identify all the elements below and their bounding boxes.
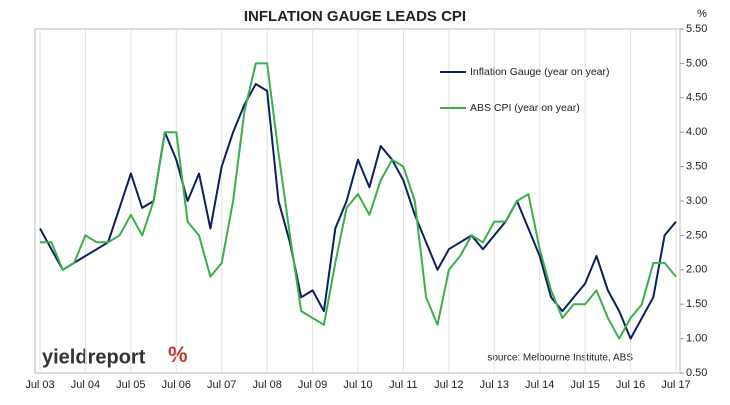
y-tick-label: 5.00 (686, 57, 707, 69)
y-tick-label: 4.00 (686, 126, 707, 138)
x-tick-label: Jul 08 (252, 379, 281, 391)
x-tick-label: Jul 10 (343, 379, 372, 391)
chart-title: INFLATION GAUGE LEADS CPI (244, 8, 466, 25)
y-tick-label: 1.50 (686, 298, 707, 310)
series-line (40, 62, 677, 340)
x-tick-label: Jul 17 (661, 379, 690, 391)
x-tick-label: Jul 15 (570, 379, 599, 391)
legend-label: ABS CPI (year on year) (470, 102, 580, 114)
x-tick-label: Jul 11 (389, 379, 418, 391)
y-tick-label: 1.00 (686, 333, 707, 345)
x-tick-label: Jul 09 (298, 379, 327, 391)
y-tick-label: 2.50 (686, 229, 707, 241)
y-tick-label: 4.50 (686, 92, 707, 104)
x-tick-label: Jul 03 (25, 379, 54, 391)
x-tick-label: Jul 14 (525, 379, 554, 391)
y-unit: % (697, 8, 707, 20)
series-line (39, 83, 677, 340)
y-tick-label: 0.50 (686, 367, 707, 379)
logo: yieldreport (42, 346, 146, 368)
legend-label: Inflation Gauge (year on year) (470, 66, 610, 78)
x-tick-label: Jul 12 (434, 379, 463, 391)
y-tick-label: 3.50 (686, 161, 707, 173)
y-tick-label: 5.50 (686, 23, 707, 35)
x-tick-label: Jul 04 (71, 379, 100, 391)
x-tick-label: Jul 07 (207, 379, 236, 391)
y-tick-label: 3.00 (686, 195, 707, 207)
source: source: Melbourne Institute, ABS (487, 353, 633, 364)
x-tick-label: Jul 16 (616, 379, 645, 391)
y-tick-label: 2.00 (686, 264, 707, 276)
x-tick-label: Jul 05 (116, 379, 145, 391)
logo-mark: % (168, 342, 188, 367)
x-tick-label: Jul 13 (480, 379, 509, 391)
x-tick-label: Jul 06 (162, 379, 191, 391)
